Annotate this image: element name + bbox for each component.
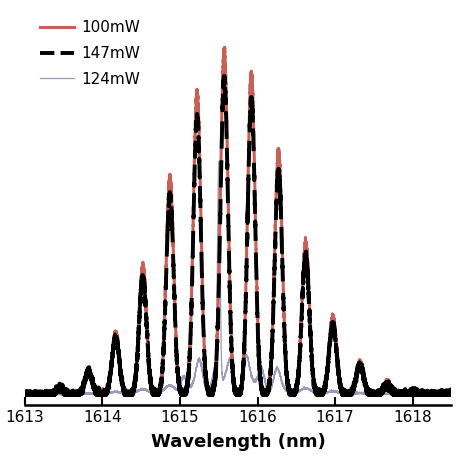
100mW bbox=[449, 392, 454, 398]
100mW bbox=[282, 386, 287, 392]
124mW bbox=[85, 369, 91, 374]
124mW bbox=[241, 360, 246, 366]
124mW bbox=[221, 73, 227, 79]
147mW bbox=[22, 392, 28, 398]
147mW bbox=[247, 114, 252, 119]
X-axis label: Wavelength (nm): Wavelength (nm) bbox=[151, 433, 325, 452]
100mW bbox=[449, 392, 454, 397]
Line: 100mW: 100mW bbox=[25, 161, 452, 395]
147mW bbox=[449, 392, 454, 398]
100mW bbox=[240, 365, 246, 371]
147mW bbox=[133, 378, 138, 383]
147mW bbox=[222, 44, 228, 50]
147mW bbox=[22, 390, 28, 395]
124mW bbox=[22, 391, 28, 396]
100mW bbox=[85, 391, 91, 397]
124mW bbox=[22, 392, 28, 398]
100mW bbox=[45, 392, 50, 397]
147mW bbox=[282, 322, 287, 328]
Line: 147mW: 147mW bbox=[25, 47, 452, 395]
124mW bbox=[133, 379, 138, 384]
147mW bbox=[85, 370, 91, 375]
100mW bbox=[247, 363, 252, 369]
147mW bbox=[241, 362, 246, 368]
100mW bbox=[133, 390, 138, 395]
Line: 124mW: 124mW bbox=[25, 76, 452, 395]
124mW bbox=[45, 392, 50, 397]
147mW bbox=[45, 392, 50, 397]
100mW bbox=[216, 159, 222, 164]
124mW bbox=[247, 133, 252, 138]
100mW bbox=[22, 392, 28, 398]
124mW bbox=[449, 392, 454, 398]
124mW bbox=[282, 326, 287, 331]
Legend: 100mW, 147mW, 124mW: 100mW, 147mW, 124mW bbox=[37, 17, 143, 90]
